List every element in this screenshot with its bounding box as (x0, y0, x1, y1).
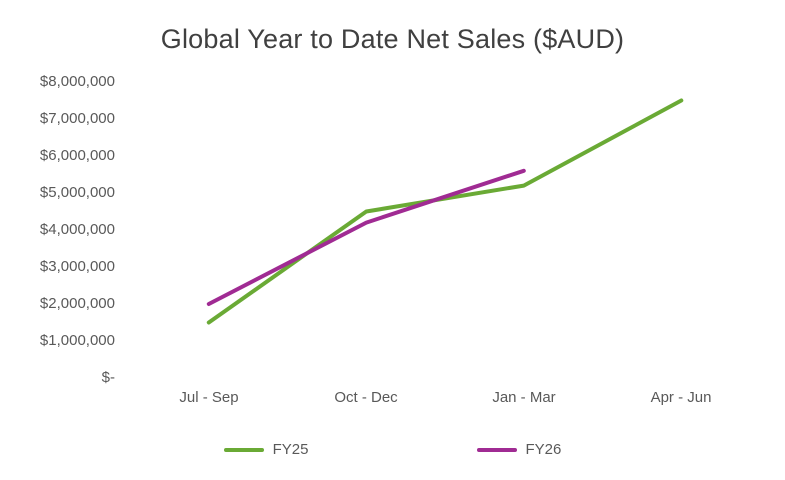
series-line-fy25 (206, 98, 684, 325)
legend-label: FY26 (525, 441, 562, 458)
y-axis-tick: $5,000,000 (39, 184, 115, 201)
y-axis-tick: $3,000,000 (39, 258, 115, 275)
x-axis-tick: Apr - Jun (650, 389, 712, 406)
y-axis-tick: $2,000,000 (39, 295, 115, 312)
legend-label: FY25 (272, 441, 309, 458)
fy25-line-swatch-icon (223, 447, 264, 452)
y-axis-tick: $6,000,000 (39, 147, 115, 164)
x-axis-tick: Jan - Mar (492, 389, 556, 406)
fy26-line-swatch-icon (476, 447, 517, 452)
legend-entry-fy25: FY25 (223, 441, 309, 458)
y-axis-tick: $- (101, 369, 115, 386)
x-axis-tick: Oct - Dec (334, 389, 398, 406)
chart-legend: FY25 FY26 (0, 441, 785, 458)
y-axis-tick: $4,000,000 (39, 221, 115, 238)
legend-entry-fy26: FY26 (476, 441, 562, 458)
chart-title: Global Year to Date Net Sales ($AUD) (160, 24, 625, 54)
series-line-fy26 (206, 168, 526, 306)
y-axis-tick: $8,000,000 (39, 73, 115, 90)
y-axis-tick: $7,000,000 (39, 110, 115, 127)
y-axis-tick: $1,000,000 (39, 332, 115, 349)
x-axis-tick: Jul - Sep (179, 389, 239, 406)
